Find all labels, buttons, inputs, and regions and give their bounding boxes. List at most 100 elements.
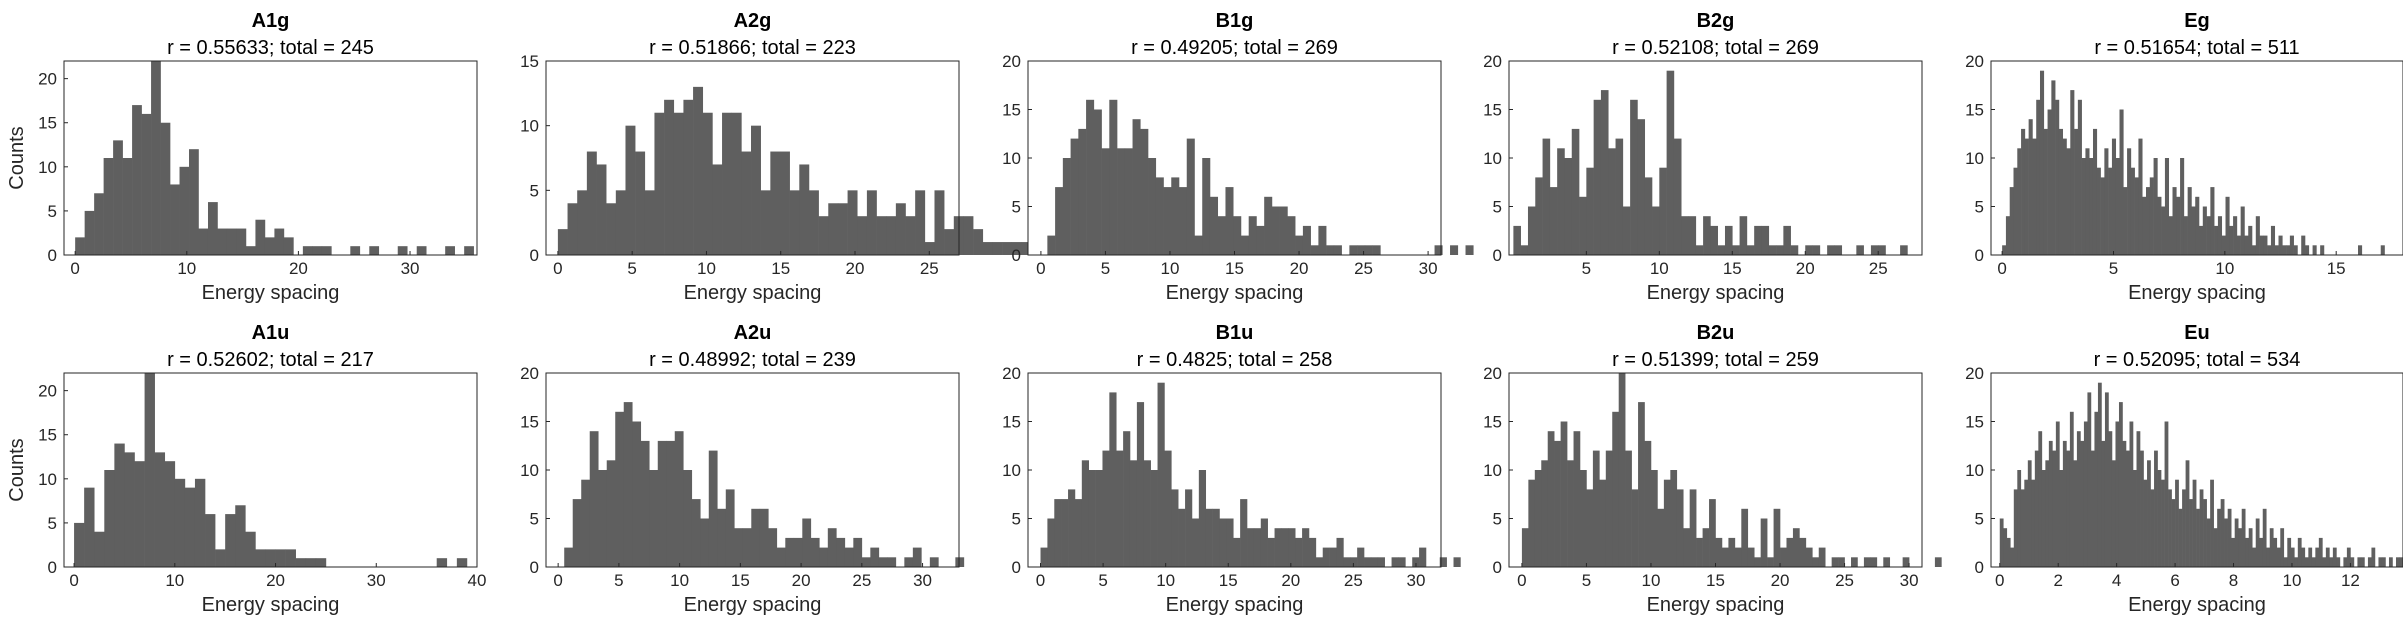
x-tick-label: 15 xyxy=(1723,259,1742,278)
histogram-bar xyxy=(649,470,659,567)
histogram-panel-a1g: 0 10 20 30 0 5 10 15 20 A1g r = 0.55633; total = 2… xyxy=(6,10,478,304)
histogram-bar xyxy=(436,558,448,567)
histogram-bar xyxy=(1644,177,1653,255)
histogram-bar xyxy=(1567,460,1574,567)
histogram-bar xyxy=(2191,206,2196,255)
histogram-bar xyxy=(1599,479,1607,567)
histogram-bar xyxy=(929,557,939,567)
x-tick-label: 15 xyxy=(1706,571,1725,590)
histogram-bar xyxy=(1129,460,1138,567)
y-tick-label: 5 xyxy=(530,510,539,529)
histogram-bar xyxy=(2157,470,2162,567)
x-tick-label: 10 xyxy=(670,571,689,590)
panel-subtitle: r = 0.4825; total = 258 xyxy=(1137,349,1333,371)
histogram-bar xyxy=(2028,119,2033,255)
histogram-bar xyxy=(1247,528,1255,567)
histogram-bars xyxy=(1521,373,1942,567)
histogram-bar xyxy=(1315,557,1324,567)
panel-title: Eu xyxy=(2184,322,2210,344)
histogram-bar xyxy=(1652,206,1660,255)
histogram-bar xyxy=(1768,245,1777,255)
histogram-bar xyxy=(1586,489,1594,567)
histogram-bar xyxy=(887,557,897,567)
y-tick-label: 20 xyxy=(1965,364,1984,383)
histogram-bar xyxy=(2027,460,2032,567)
histogram-bar xyxy=(2240,206,2245,255)
histogram-bar xyxy=(1288,528,1296,567)
histogram-bar xyxy=(215,549,226,567)
histogram-bar xyxy=(857,216,868,255)
histogram-bar xyxy=(1198,470,1207,567)
x-axis-label: Energy spacing xyxy=(2128,282,2266,304)
histogram-bar xyxy=(2182,489,2186,567)
histogram-bar xyxy=(2248,225,2253,255)
x-tick-label: 20 xyxy=(846,259,865,278)
histogram-bar xyxy=(1186,138,1195,255)
histogram-bars xyxy=(1999,382,2403,567)
histogram-bar xyxy=(1608,148,1616,255)
histogram-bar xyxy=(853,537,863,567)
histogram-bar xyxy=(445,246,455,255)
histogram-bar xyxy=(2138,138,2143,255)
histogram-bar xyxy=(734,528,744,567)
histogram-bar xyxy=(577,190,588,255)
histogram-bar xyxy=(1081,460,1089,567)
histogram-bar xyxy=(2350,557,2355,567)
y-tick-label: 10 xyxy=(1002,149,1021,168)
panel-title: A2u xyxy=(734,322,772,344)
x-tick-label: 10 xyxy=(1156,571,1175,590)
histogram-bar xyxy=(1625,450,1632,567)
histogram-bar xyxy=(596,164,607,255)
histogram-bar xyxy=(2213,528,2218,567)
x-tick-label: 25 xyxy=(1354,259,1373,278)
histogram-bar xyxy=(861,557,871,567)
histogram-bar xyxy=(416,246,427,255)
histogram-bar xyxy=(1343,557,1351,567)
y-tick-label: 5 xyxy=(1975,510,1984,529)
histogram-bar xyxy=(1372,245,1381,255)
histogram-bar xyxy=(2127,148,2132,255)
histogram-bar xyxy=(2305,245,2310,255)
histogram-bar xyxy=(1136,402,1145,567)
histogram-bar xyxy=(2214,225,2219,255)
histogram-bar xyxy=(1171,177,1180,255)
histogram-bar xyxy=(1302,528,1310,567)
x-tick-label: 10 xyxy=(2215,259,2234,278)
histogram-bar xyxy=(847,190,858,255)
histogram-bar xyxy=(1143,460,1151,567)
histogram-bar xyxy=(2073,460,2078,567)
histogram-bar xyxy=(808,190,819,255)
x-tick-label: 0 xyxy=(70,259,79,278)
histogram-bar xyxy=(2076,431,2081,567)
histogram-bar xyxy=(2161,206,2166,255)
histogram-bar xyxy=(1631,489,1639,567)
histogram-bar xyxy=(2083,421,2088,567)
histogram-bar xyxy=(2051,80,2056,256)
histogram-bar xyxy=(2024,479,2029,567)
x-tick-label: 0 xyxy=(1997,259,2006,278)
histogram-bar xyxy=(2034,450,2039,567)
histogram-bar xyxy=(74,522,85,567)
histogram-bar xyxy=(1586,167,1594,255)
histogram-bar xyxy=(2312,245,2317,255)
histogram-bar xyxy=(1767,557,1774,567)
histogram-bar xyxy=(1271,206,1280,255)
histogram-bar xyxy=(1109,392,1117,567)
histogram-bar xyxy=(1185,489,1193,567)
histogram-bar xyxy=(1164,450,1172,567)
histogram-bar xyxy=(836,537,846,567)
histogram-bar xyxy=(2280,528,2285,567)
histogram-bar xyxy=(1364,557,1372,567)
histogram-bar xyxy=(1171,489,1179,567)
histogram-bar xyxy=(586,151,597,255)
histogram-panel-a2g: 0 5 10 15 20 25 0 5 10 15 A2g r = 0.51866; total = … xyxy=(520,10,1119,304)
histogram-bar xyxy=(683,470,693,567)
histogram-bar xyxy=(2142,196,2147,255)
histogram-bar xyxy=(2153,158,2158,255)
histogram-bar xyxy=(1209,196,1219,255)
histogram-bar xyxy=(799,164,810,255)
histogram-bar xyxy=(194,478,206,567)
y-tick-label: 15 xyxy=(1965,101,1984,120)
histogram-bar xyxy=(1534,470,1542,567)
histogram-bar xyxy=(1281,528,1289,567)
